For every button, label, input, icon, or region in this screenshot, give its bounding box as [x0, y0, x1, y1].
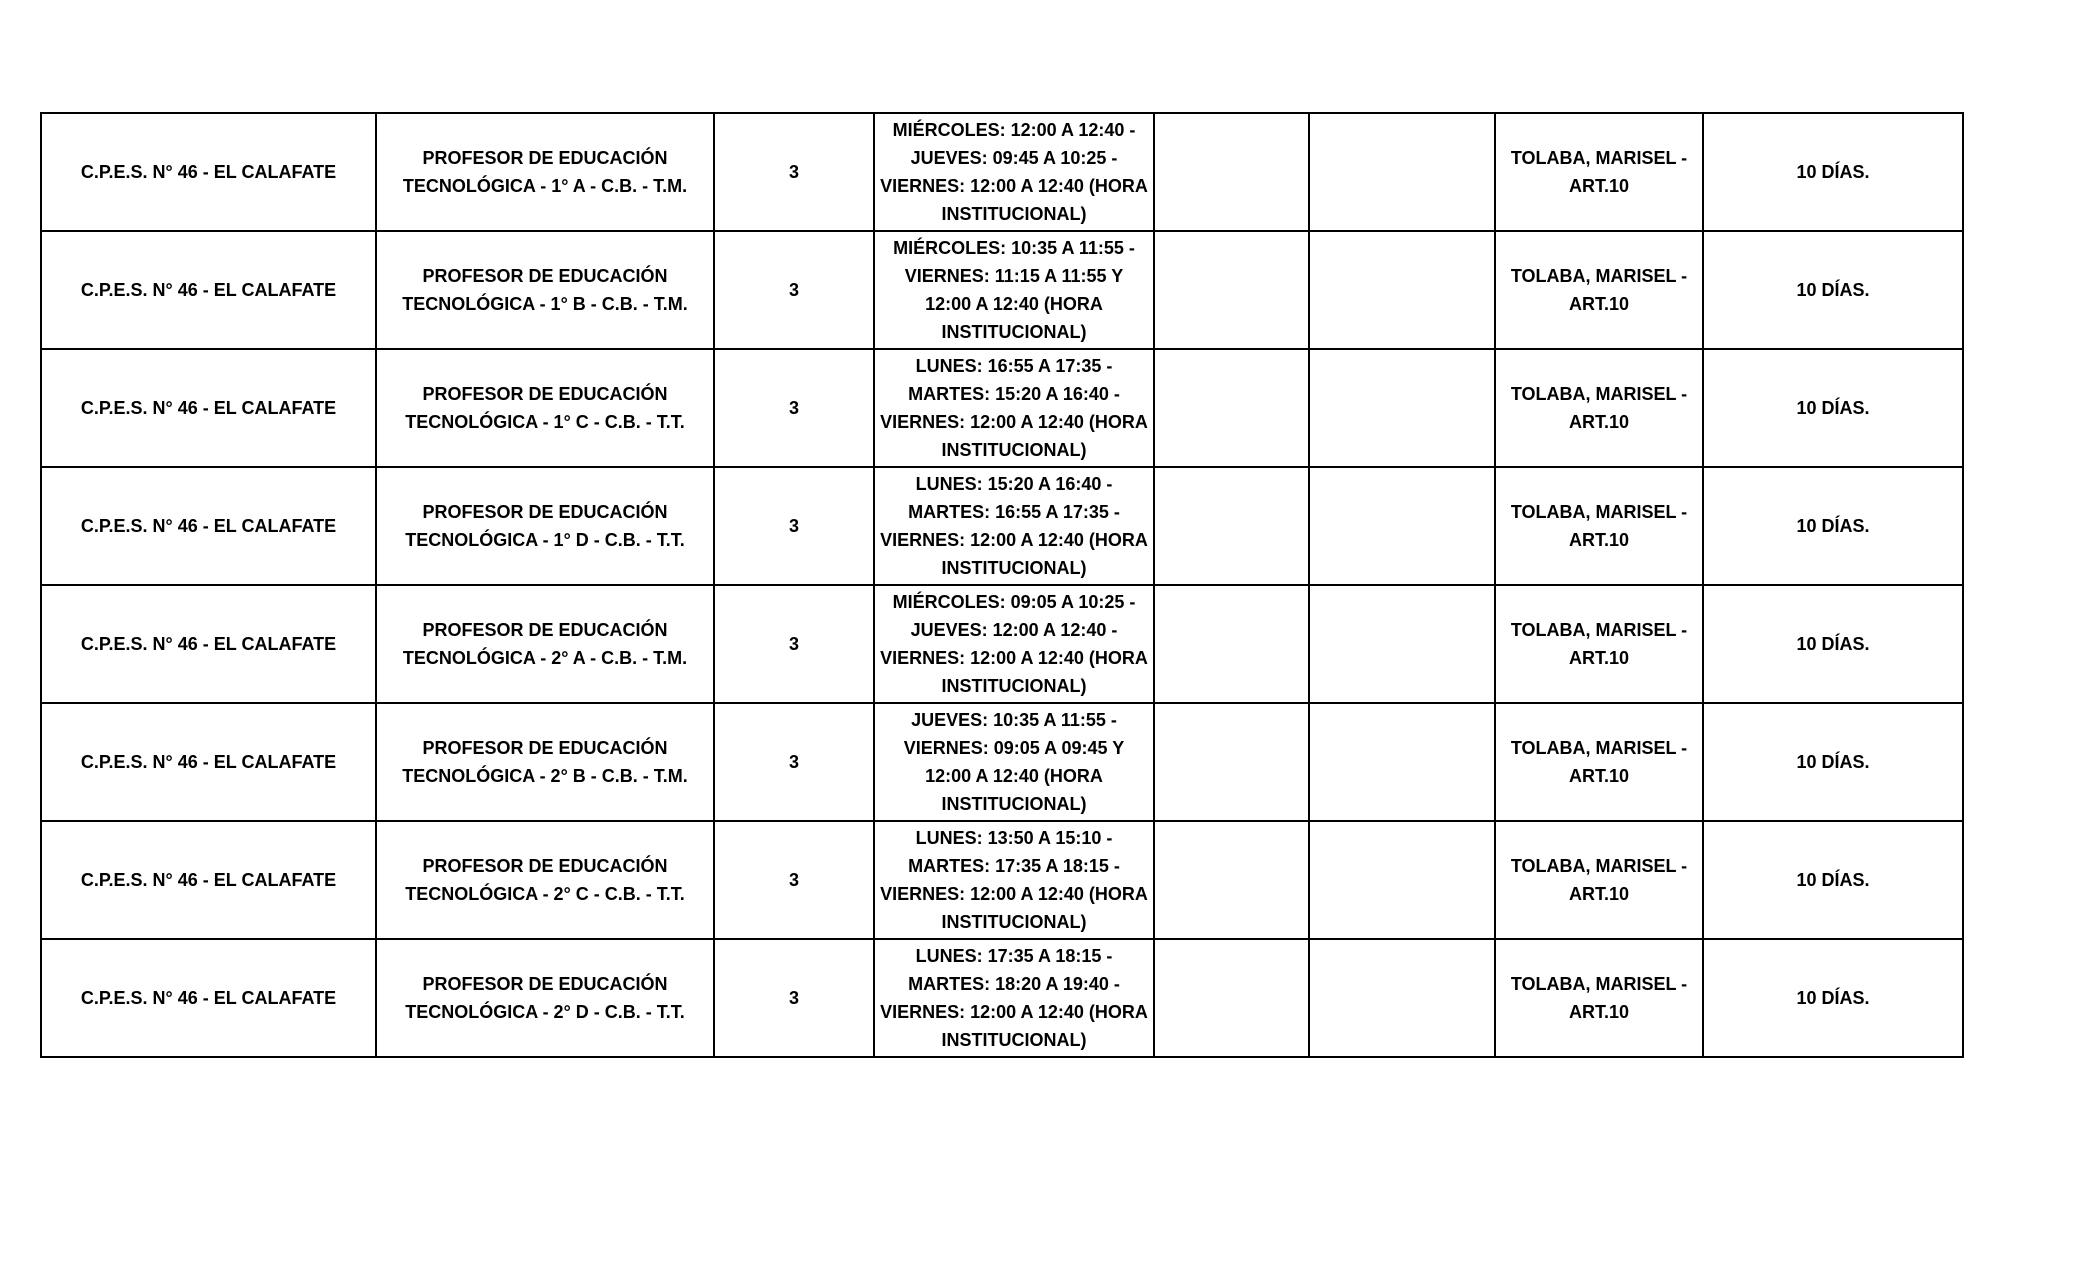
- days-cell: 10 DÍAS.: [1702, 938, 1964, 1058]
- hours-cell: 3: [713, 584, 875, 704]
- school-cell: C.P.E.S. N° 46 - EL CALAFATE: [40, 466, 377, 586]
- schedule-cell: LUNES: 16:55 A 17:35 - MARTES: 15:20 A 1…: [873, 348, 1155, 468]
- position-cell: PROFESOR DE EDUCACIÓN TECNOLÓGICA - 1° D…: [375, 466, 715, 586]
- table-row: C.P.E.S. N° 46 - EL CALAFATE PROFESOR DE…: [40, 820, 1964, 940]
- table-row: C.P.E.S. N° 46 - EL CALAFATE PROFESOR DE…: [40, 112, 1964, 232]
- teacher-cell: TOLABA, MARISEL - ART.10: [1494, 702, 1704, 822]
- teacher-cell: TOLABA, MARISEL - ART.10: [1494, 584, 1704, 704]
- empty-cell-2: [1308, 820, 1496, 940]
- days-cell: 10 DÍAS.: [1702, 702, 1964, 822]
- hours-cell: 3: [713, 702, 875, 822]
- empty-cell-1: [1153, 112, 1310, 232]
- days-cell: 10 DÍAS.: [1702, 584, 1964, 704]
- hours-cell: 3: [713, 230, 875, 350]
- empty-cell-1: [1153, 230, 1310, 350]
- schedule-cell: LUNES: 17:35 A 18:15 - MARTES: 18:20 A 1…: [873, 938, 1155, 1058]
- empty-cell-2: [1308, 348, 1496, 468]
- empty-cell-2: [1308, 702, 1496, 822]
- position-cell: PROFESOR DE EDUCACIÓN TECNOLÓGICA - 1° A…: [375, 112, 715, 232]
- school-cell: C.P.E.S. N° 46 - EL CALAFATE: [40, 348, 377, 468]
- days-cell: 10 DÍAS.: [1702, 466, 1964, 586]
- empty-cell-1: [1153, 938, 1310, 1058]
- schedule-cell: LUNES: 13:50 A 15:10 - MARTES: 17:35 A 1…: [873, 820, 1155, 940]
- position-cell: PROFESOR DE EDUCACIÓN TECNOLÓGICA - 1° B…: [375, 230, 715, 350]
- schedule-cell: MIÉRCOLES: 09:05 A 10:25 - JUEVES: 12:00…: [873, 584, 1155, 704]
- school-cell: C.P.E.S. N° 46 - EL CALAFATE: [40, 820, 377, 940]
- position-cell: PROFESOR DE EDUCACIÓN TECNOLÓGICA - 2° A…: [375, 584, 715, 704]
- empty-cell-1: [1153, 466, 1310, 586]
- days-cell: 10 DÍAS.: [1702, 112, 1964, 232]
- table-row: C.P.E.S. N° 46 - EL CALAFATE PROFESOR DE…: [40, 584, 1964, 704]
- empty-cell-1: [1153, 702, 1310, 822]
- schedule-cell: JUEVES: 10:35 A 11:55 - VIERNES: 09:05 A…: [873, 702, 1155, 822]
- schedule-cell: MIÉRCOLES: 10:35 A 11:55 - VIERNES: 11:1…: [873, 230, 1155, 350]
- hours-cell: 3: [713, 466, 875, 586]
- empty-cell-2: [1308, 230, 1496, 350]
- days-cell: 10 DÍAS.: [1702, 348, 1964, 468]
- schedule-cell: MIÉRCOLES: 12:00 A 12:40 - JUEVES: 09:45…: [873, 112, 1155, 232]
- teacher-cell: TOLABA, MARISEL - ART.10: [1494, 820, 1704, 940]
- teacher-cell: TOLABA, MARISEL - ART.10: [1494, 348, 1704, 468]
- days-cell: 10 DÍAS.: [1702, 820, 1964, 940]
- days-cell: 10 DÍAS.: [1702, 230, 1964, 350]
- table-row: C.P.E.S. N° 46 - EL CALAFATE PROFESOR DE…: [40, 348, 1964, 468]
- empty-cell-2: [1308, 466, 1496, 586]
- hours-cell: 3: [713, 348, 875, 468]
- teacher-cell: TOLABA, MARISEL - ART.10: [1494, 466, 1704, 586]
- table-row: C.P.E.S. N° 46 - EL CALAFATE PROFESOR DE…: [40, 466, 1964, 586]
- empty-cell-1: [1153, 820, 1310, 940]
- hours-cell: 3: [713, 112, 875, 232]
- table-row: C.P.E.S. N° 46 - EL CALAFATE PROFESOR DE…: [40, 702, 1964, 822]
- empty-cell-2: [1308, 112, 1496, 232]
- hours-cell: 3: [713, 938, 875, 1058]
- school-cell: C.P.E.S. N° 46 - EL CALAFATE: [40, 112, 377, 232]
- position-cell: PROFESOR DE EDUCACIÓN TECNOLÓGICA - 2° D…: [375, 938, 715, 1058]
- schedule-cell: LUNES: 15:20 A 16:40 - MARTES: 16:55 A 1…: [873, 466, 1155, 586]
- position-cell: PROFESOR DE EDUCACIÓN TECNOLÓGICA - 1° C…: [375, 348, 715, 468]
- school-cell: C.P.E.S. N° 46 - EL CALAFATE: [40, 584, 377, 704]
- empty-cell-2: [1308, 584, 1496, 704]
- school-cell: C.P.E.S. N° 46 - EL CALAFATE: [40, 230, 377, 350]
- teacher-cell: TOLABA, MARISEL - ART.10: [1494, 112, 1704, 232]
- position-cell: PROFESOR DE EDUCACIÓN TECNOLÓGICA - 2° C…: [375, 820, 715, 940]
- teacher-cell: TOLABA, MARISEL - ART.10: [1494, 230, 1704, 350]
- empty-cell-1: [1153, 584, 1310, 704]
- teacher-cell: TOLABA, MARISEL - ART.10: [1494, 938, 1704, 1058]
- empty-cell-1: [1153, 348, 1310, 468]
- position-cell: PROFESOR DE EDUCACIÓN TECNOLÓGICA - 2° B…: [375, 702, 715, 822]
- school-cell: C.P.E.S. N° 46 - EL CALAFATE: [40, 702, 377, 822]
- empty-cell-2: [1308, 938, 1496, 1058]
- hours-cell: 3: [713, 820, 875, 940]
- table-row: C.P.E.S. N° 46 - EL CALAFATE PROFESOR DE…: [40, 938, 1964, 1058]
- school-cell: C.P.E.S. N° 46 - EL CALAFATE: [40, 938, 377, 1058]
- table-row: C.P.E.S. N° 46 - EL CALAFATE PROFESOR DE…: [40, 230, 1964, 350]
- assignments-table: C.P.E.S. N° 46 - EL CALAFATE PROFESOR DE…: [40, 112, 1964, 1058]
